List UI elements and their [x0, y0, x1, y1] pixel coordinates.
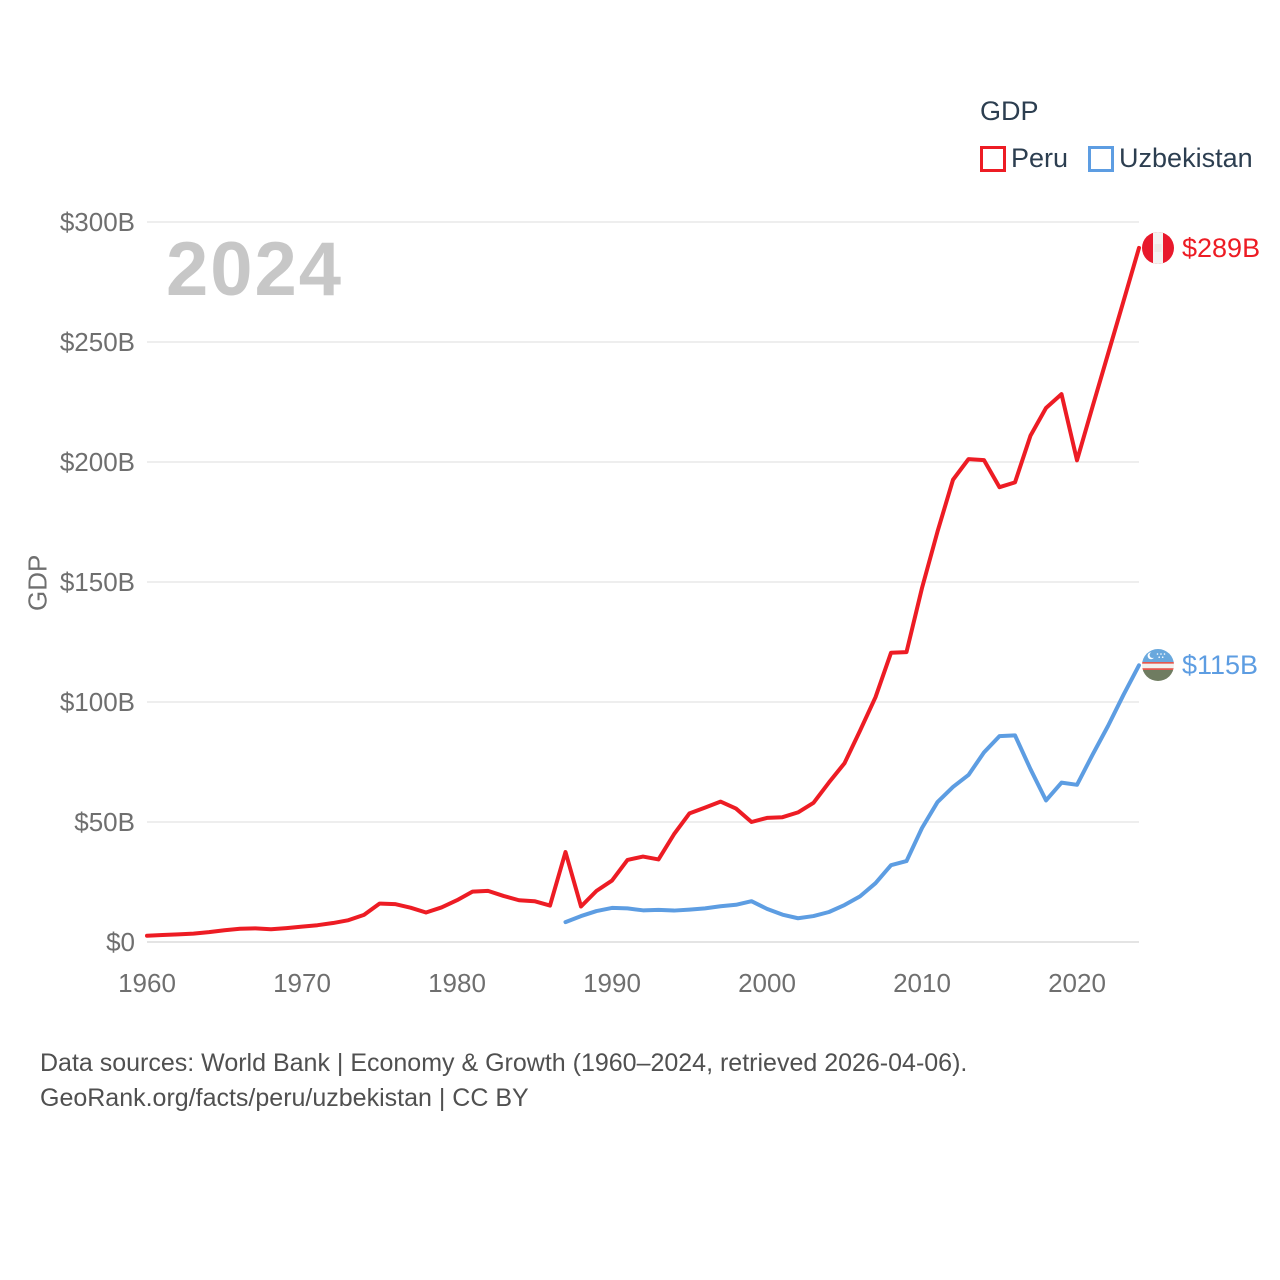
x-tick-label: 1960 [118, 968, 176, 998]
x-tick-label: 2020 [1048, 968, 1106, 998]
x-tick-label: 2010 [893, 968, 951, 998]
x-tick-label: 1980 [428, 968, 486, 998]
legend-item-uzbekistan[interactable]: Uzbekistan [1088, 143, 1253, 174]
peru-end-value: $289B [1182, 232, 1261, 263]
y-tick-label: $100B [59, 687, 135, 717]
legend-item-label: Peru [1011, 143, 1069, 173]
x-tick-label: 1990 [583, 968, 641, 998]
y-axis-title: GDP [22, 554, 53, 612]
legend-item-label: Uzbekistan [1119, 143, 1253, 173]
uzbekistan-flag-icon [1142, 649, 1174, 682]
y-tick-label: $200B [59, 447, 135, 477]
y-tick-label: $300B [59, 207, 135, 237]
source-url-line: GeoRank.org/facts/peru/uzbekistan | CC B… [40, 1084, 529, 1112]
data-sources-line: Data sources: World Bank | Economy & Gro… [40, 1049, 968, 1077]
chart-line-peru[interactable] [145, 245, 1141, 938]
peru-end-label: $289B [1142, 231, 1260, 265]
legend-title: GDP [980, 96, 1039, 126]
uzbekistan-legend-swatch-icon [1088, 145, 1115, 172]
legend-item-peru[interactable]: Peru [980, 143, 1068, 174]
y-tick-label: $250B [59, 327, 135, 357]
uzbekistan-end-value: $115B [1182, 650, 1259, 681]
chart-line-uzbekistan[interactable] [563, 663, 1141, 925]
watermark-year: 2024 [166, 227, 344, 312]
x-tick-label: 2000 [738, 968, 796, 998]
x-tick-label: 1970 [273, 968, 331, 998]
legend: GDP Peru Uzbekistan [980, 96, 1253, 174]
peru-flag-icon [1142, 231, 1174, 264]
uzbekistan-end-label: $115B [1142, 648, 1258, 682]
y-tick-label: $150B [59, 567, 135, 597]
footer-attribution: Data sources: World Bank | Economy & Gro… [40, 1046, 967, 1116]
y-tick-label: $50B [74, 807, 135, 837]
y-tick-label: $0 [106, 927, 135, 957]
peru-legend-swatch-icon [980, 145, 1006, 172]
